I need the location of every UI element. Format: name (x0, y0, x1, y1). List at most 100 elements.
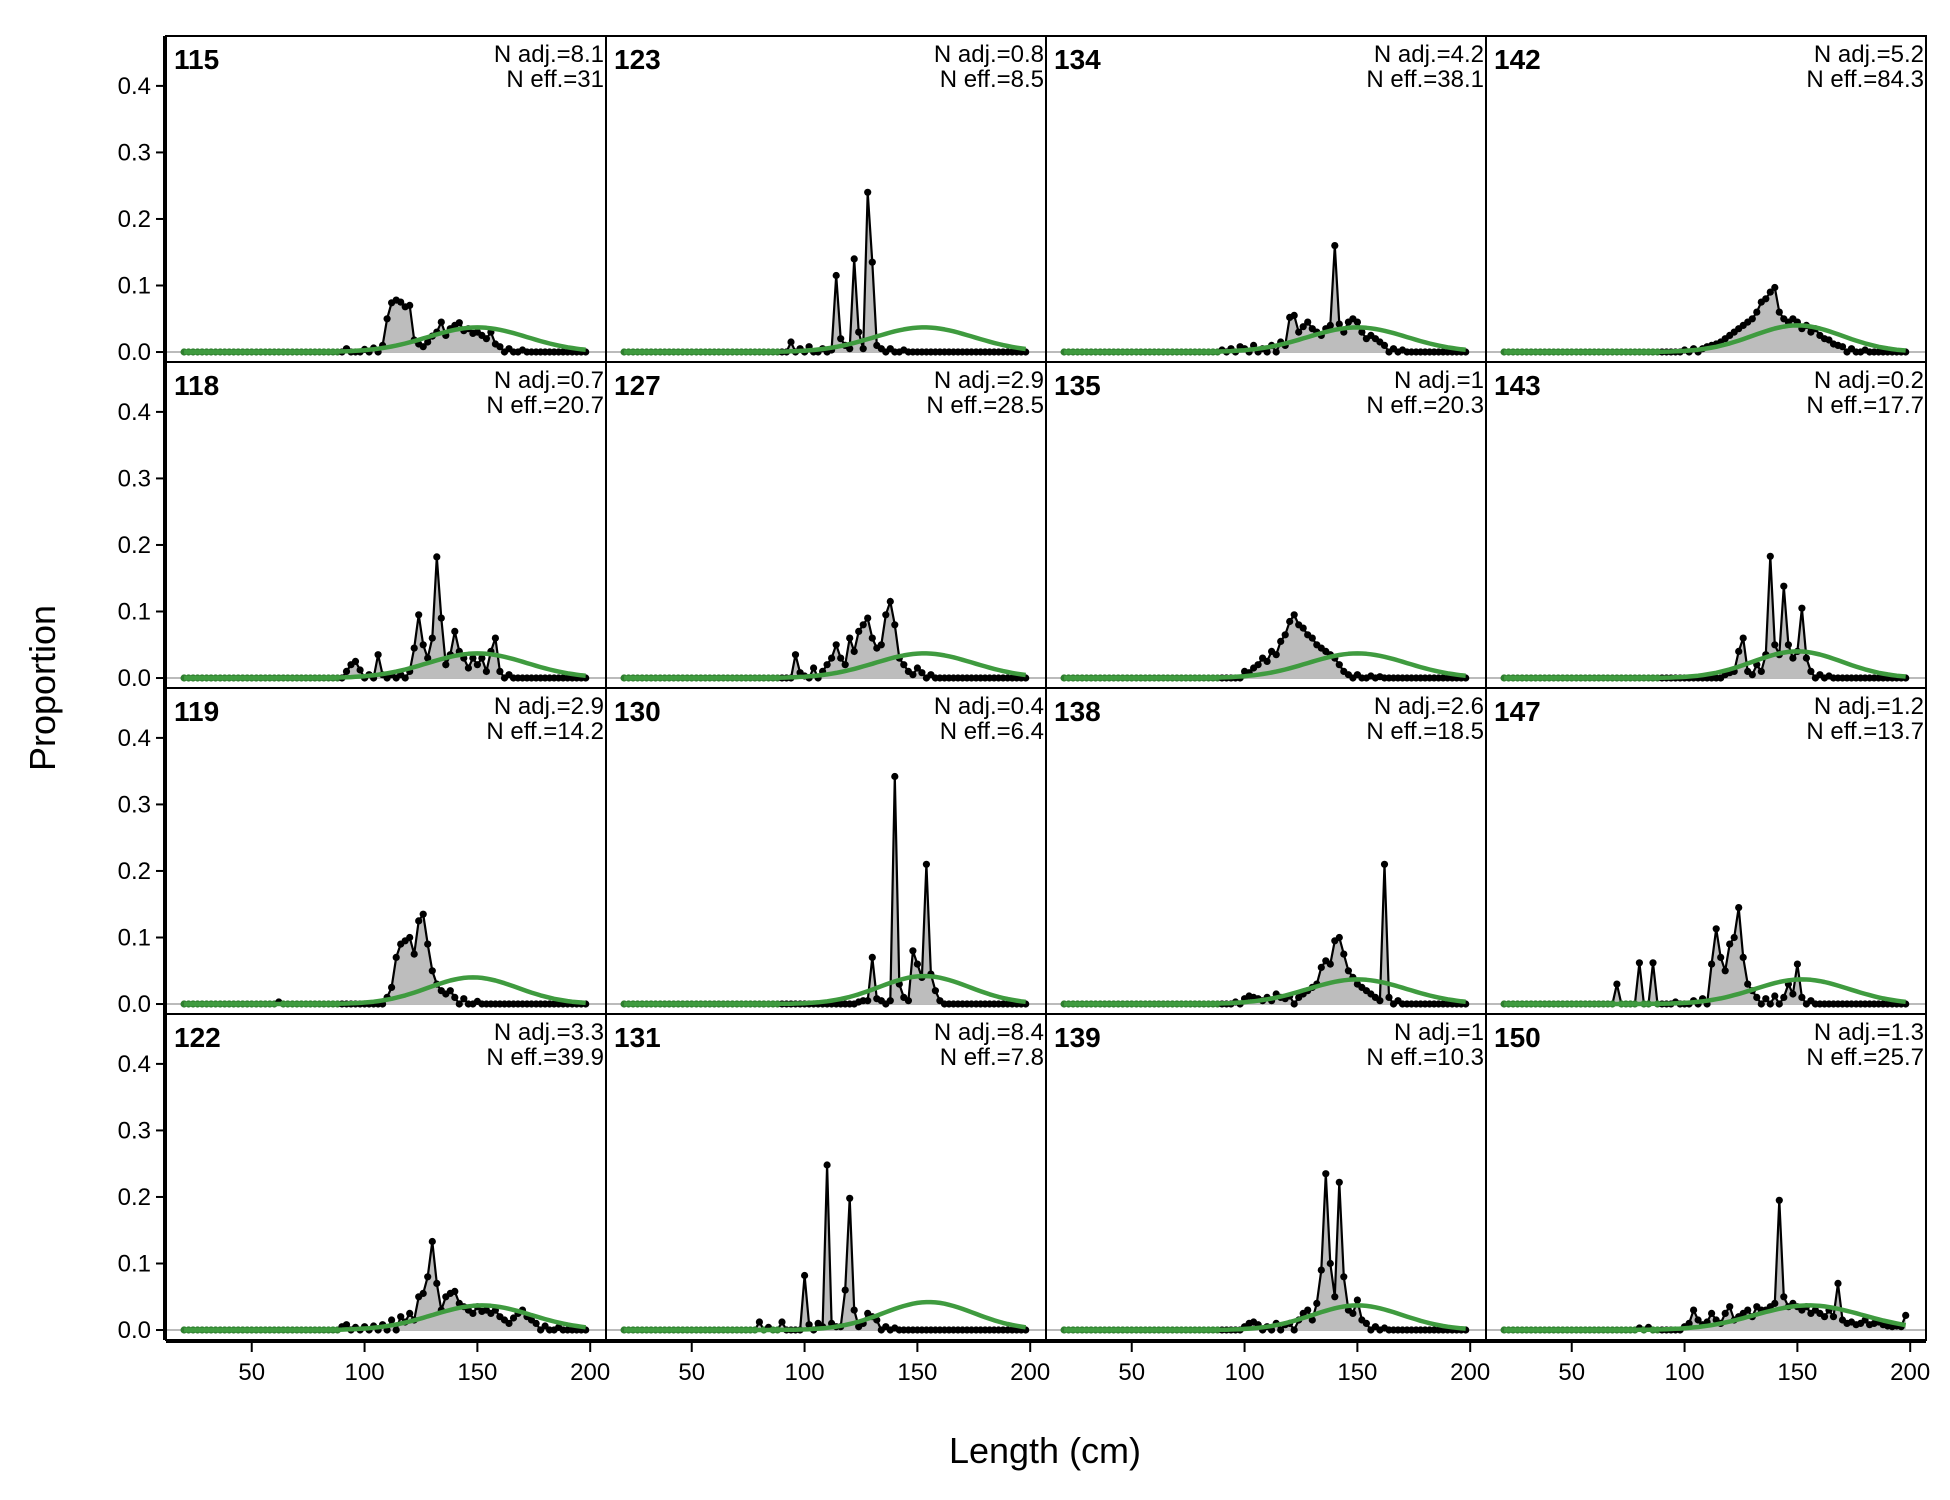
n-adj-label: N adj.=2.9 (494, 693, 604, 720)
observed-point (1766, 1000, 1774, 1008)
observed-point (342, 1321, 351, 1329)
n-eff-label: N eff.=84.3 (1806, 66, 1924, 93)
observed-point (837, 335, 845, 343)
observed-point (918, 669, 926, 677)
observed-point (1277, 637, 1285, 646)
expected-curve (1064, 1303, 1466, 1333)
n-eff-label: N eff.=14.2 (486, 718, 604, 745)
n-adj-label: N adj.=8.1 (494, 41, 604, 68)
observed-point (1349, 1309, 1357, 1317)
n-adj-label: N adj.=1.2 (1814, 693, 1924, 720)
expected-curve (1064, 977, 1466, 1007)
panel-135: 135 N adj.=1N eff.=20.3 (1045, 361, 1487, 689)
observed-point (1331, 1293, 1339, 1301)
observed-area (1064, 614, 1466, 678)
observed-point (1757, 667, 1765, 676)
observed-point (846, 345, 854, 353)
observed-point (1299, 323, 1307, 331)
observed-line (1064, 1173, 1466, 1333)
observed-point (491, 634, 499, 642)
observed-point (900, 661, 908, 669)
observed-point (810, 664, 818, 672)
panel-id-label: 139 (1054, 1022, 1101, 1053)
y-axis-title: Proportion (22, 605, 63, 771)
observed-point (464, 664, 472, 672)
observed-point (823, 1161, 831, 1169)
observed-point (891, 621, 899, 629)
observed-point (473, 661, 481, 669)
x-tick-label: 150 (1337, 1359, 1377, 1386)
x-axis-col-3: 50 100 150 200 (1118, 1342, 1490, 1386)
observed-point (1753, 308, 1761, 316)
n-adj-label: N adj.=0.7 (494, 367, 604, 394)
observed-point (451, 627, 459, 636)
x-tick-label: 50 (678, 1359, 705, 1386)
observed-point (791, 651, 800, 659)
observed-point (1708, 1309, 1716, 1317)
observed-point (1748, 671, 1756, 679)
observed-point (433, 553, 441, 561)
y-tick-label: 0.1 (118, 598, 151, 625)
observed-point (1353, 1296, 1361, 1304)
observed-point (1340, 950, 1348, 958)
y-tick-label: 0.0 (118, 1317, 151, 1344)
expected-curve (624, 651, 1026, 681)
x-tick-label: 150 (1777, 1359, 1817, 1386)
y-tick-label: 0.2 (118, 1184, 151, 1211)
expected-curve (1504, 323, 1906, 355)
panel-id-label: 118 (174, 370, 219, 401)
observed-point (1780, 1293, 1788, 1301)
x-tick-label: 200 (1890, 1359, 1930, 1386)
observed-point (886, 597, 894, 606)
observed-point (1712, 925, 1720, 933)
observed-point (846, 1194, 854, 1202)
observed-point (1780, 582, 1788, 590)
observed-point (342, 667, 351, 676)
panel-id-label: 115 (174, 44, 219, 75)
observed-point (424, 654, 432, 662)
observed-point (841, 1286, 849, 1294)
observed-point (442, 661, 450, 669)
y-axis-row-1: 0.0 0.1 0.2 0.3 0.4 (118, 73, 166, 366)
observed-point (787, 338, 795, 346)
observed-point (1802, 654, 1810, 662)
expected-curve (1064, 651, 1466, 681)
panel-id-label: 127 (614, 370, 661, 401)
observed-point (1829, 1313, 1838, 1321)
observed-point (1326, 1259, 1334, 1268)
panel-id-label: 119 (174, 696, 219, 727)
observed-point (1385, 993, 1393, 1002)
observed-point (909, 671, 917, 679)
observed-line (624, 192, 1026, 354)
panel-id-label: 130 (614, 696, 661, 727)
n-adj-label: N adj.=1 (1394, 1019, 1484, 1046)
observed-point (424, 338, 432, 346)
observed-point (1313, 1299, 1321, 1307)
n-eff-label: N eff.=38.1 (1366, 66, 1484, 93)
y-tick-label: 0.4 (118, 1051, 151, 1078)
observed-point (823, 661, 831, 669)
observed-point (496, 343, 504, 351)
observed-point (891, 772, 899, 781)
observed-point (1771, 992, 1779, 1000)
observed-point (1326, 960, 1334, 968)
observed-point (841, 661, 849, 669)
observed-point (482, 335, 490, 343)
observed-point (1784, 641, 1792, 649)
x-tick-label: 50 (1118, 1359, 1145, 1386)
observed-point (859, 345, 867, 353)
observed-point (383, 315, 391, 323)
observed-line (1504, 556, 1906, 680)
observed-point (882, 611, 890, 619)
x-axis-title: Length (cm) (949, 1430, 1141, 1471)
observed-point (1326, 321, 1334, 329)
x-tick-label: 100 (785, 1359, 825, 1386)
observed-point (1335, 661, 1343, 669)
x-tick-label: 100 (1665, 1359, 1705, 1386)
observed-point (855, 627, 863, 636)
observed-point (406, 933, 414, 942)
observed-point (532, 1319, 540, 1327)
observed-point (356, 666, 364, 674)
observed-point (832, 641, 840, 649)
observed-point (877, 641, 885, 649)
